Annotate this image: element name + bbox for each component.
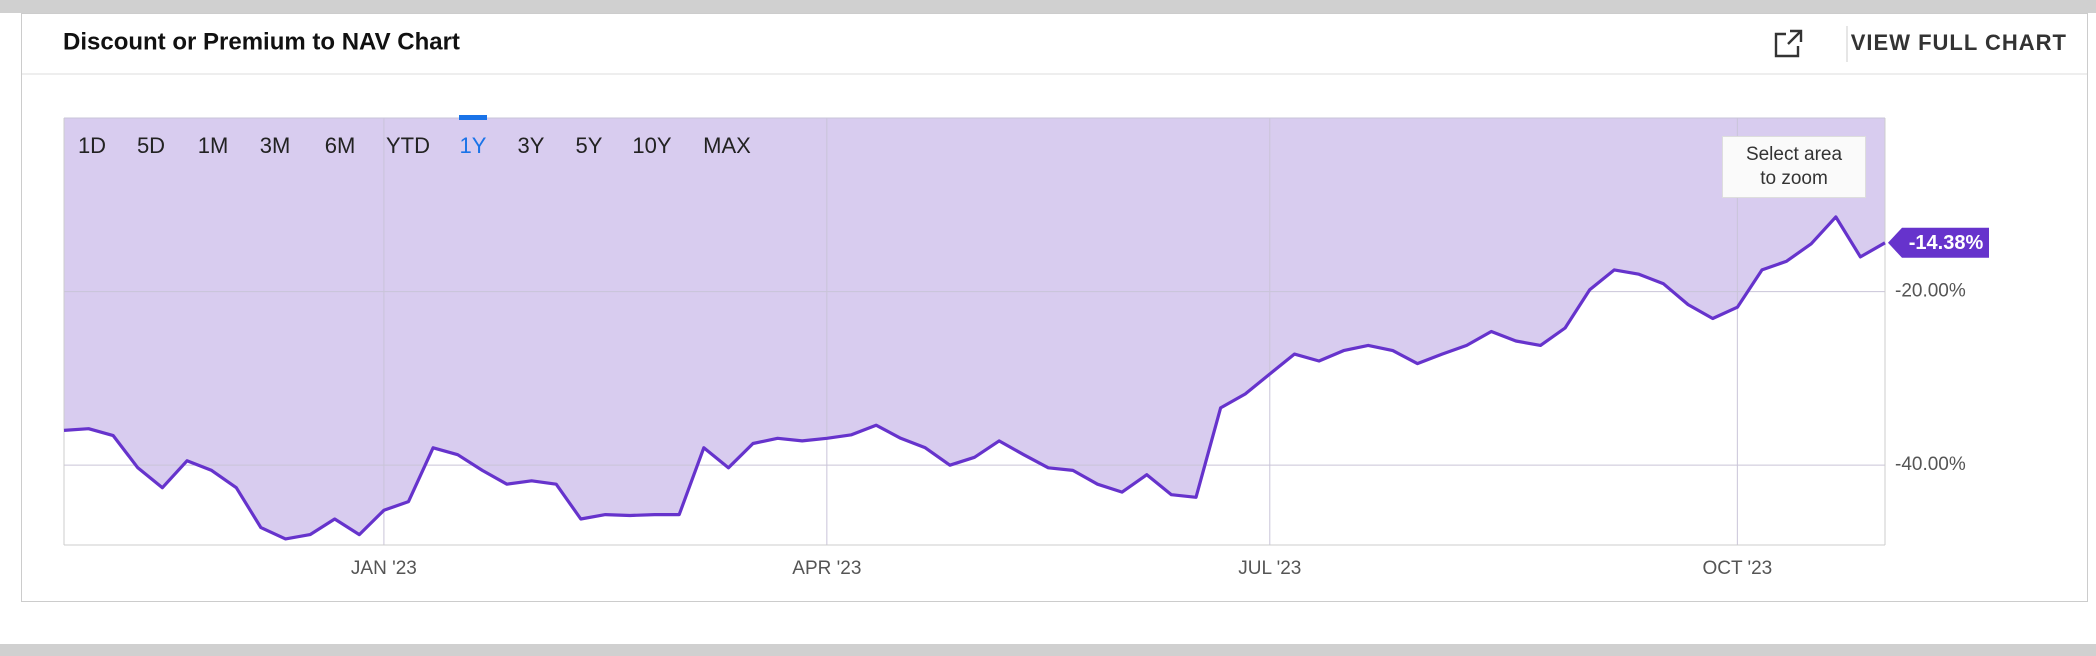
zoom-hint: Select area to zoom (1722, 136, 1866, 198)
range-button[interactable]: YTD (386, 133, 430, 158)
x-tick-label: JUL '23 (1238, 558, 1301, 579)
card-title: Discount or Premium to NAV Chart (63, 28, 460, 55)
value-label-box (1888, 227, 1989, 258)
x-tick-label: JAN '23 (351, 558, 417, 579)
y-tick-label: -40.00% (1895, 454, 1966, 475)
x-tick-label: OCT '23 (1702, 558, 1772, 579)
range-button[interactable]: 1Y (460, 133, 487, 158)
range-button[interactable]: 1M (198, 133, 229, 158)
bottom-bar (0, 644, 2096, 656)
range-button[interactable]: 5Y (576, 133, 603, 158)
line (63, 215, 1886, 541)
range-button[interactable]: 6M (325, 133, 356, 158)
range-button[interactable]: 5D (137, 133, 165, 158)
range-button[interactable]: 1D (78, 133, 106, 158)
range-button[interactable]: 10Y (632, 133, 671, 158)
view-full-chart[interactable]: VIEW FULL CHART (1851, 30, 2067, 55)
area (64, 118, 1885, 539)
open-icon[interactable] (1774, 29, 1803, 58)
range-button[interactable]: MAX (703, 133, 751, 158)
y-tick-label: -20.00% (1895, 281, 1966, 302)
range-button[interactable]: 3Y (518, 133, 545, 158)
x-tick-label: APR '23 (792, 558, 861, 579)
range-button[interactable]: 3M (260, 133, 291, 158)
range-selected-indicator (459, 115, 487, 120)
value-label: -14.38% (1909, 232, 1984, 254)
top-bar (0, 0, 2096, 13)
